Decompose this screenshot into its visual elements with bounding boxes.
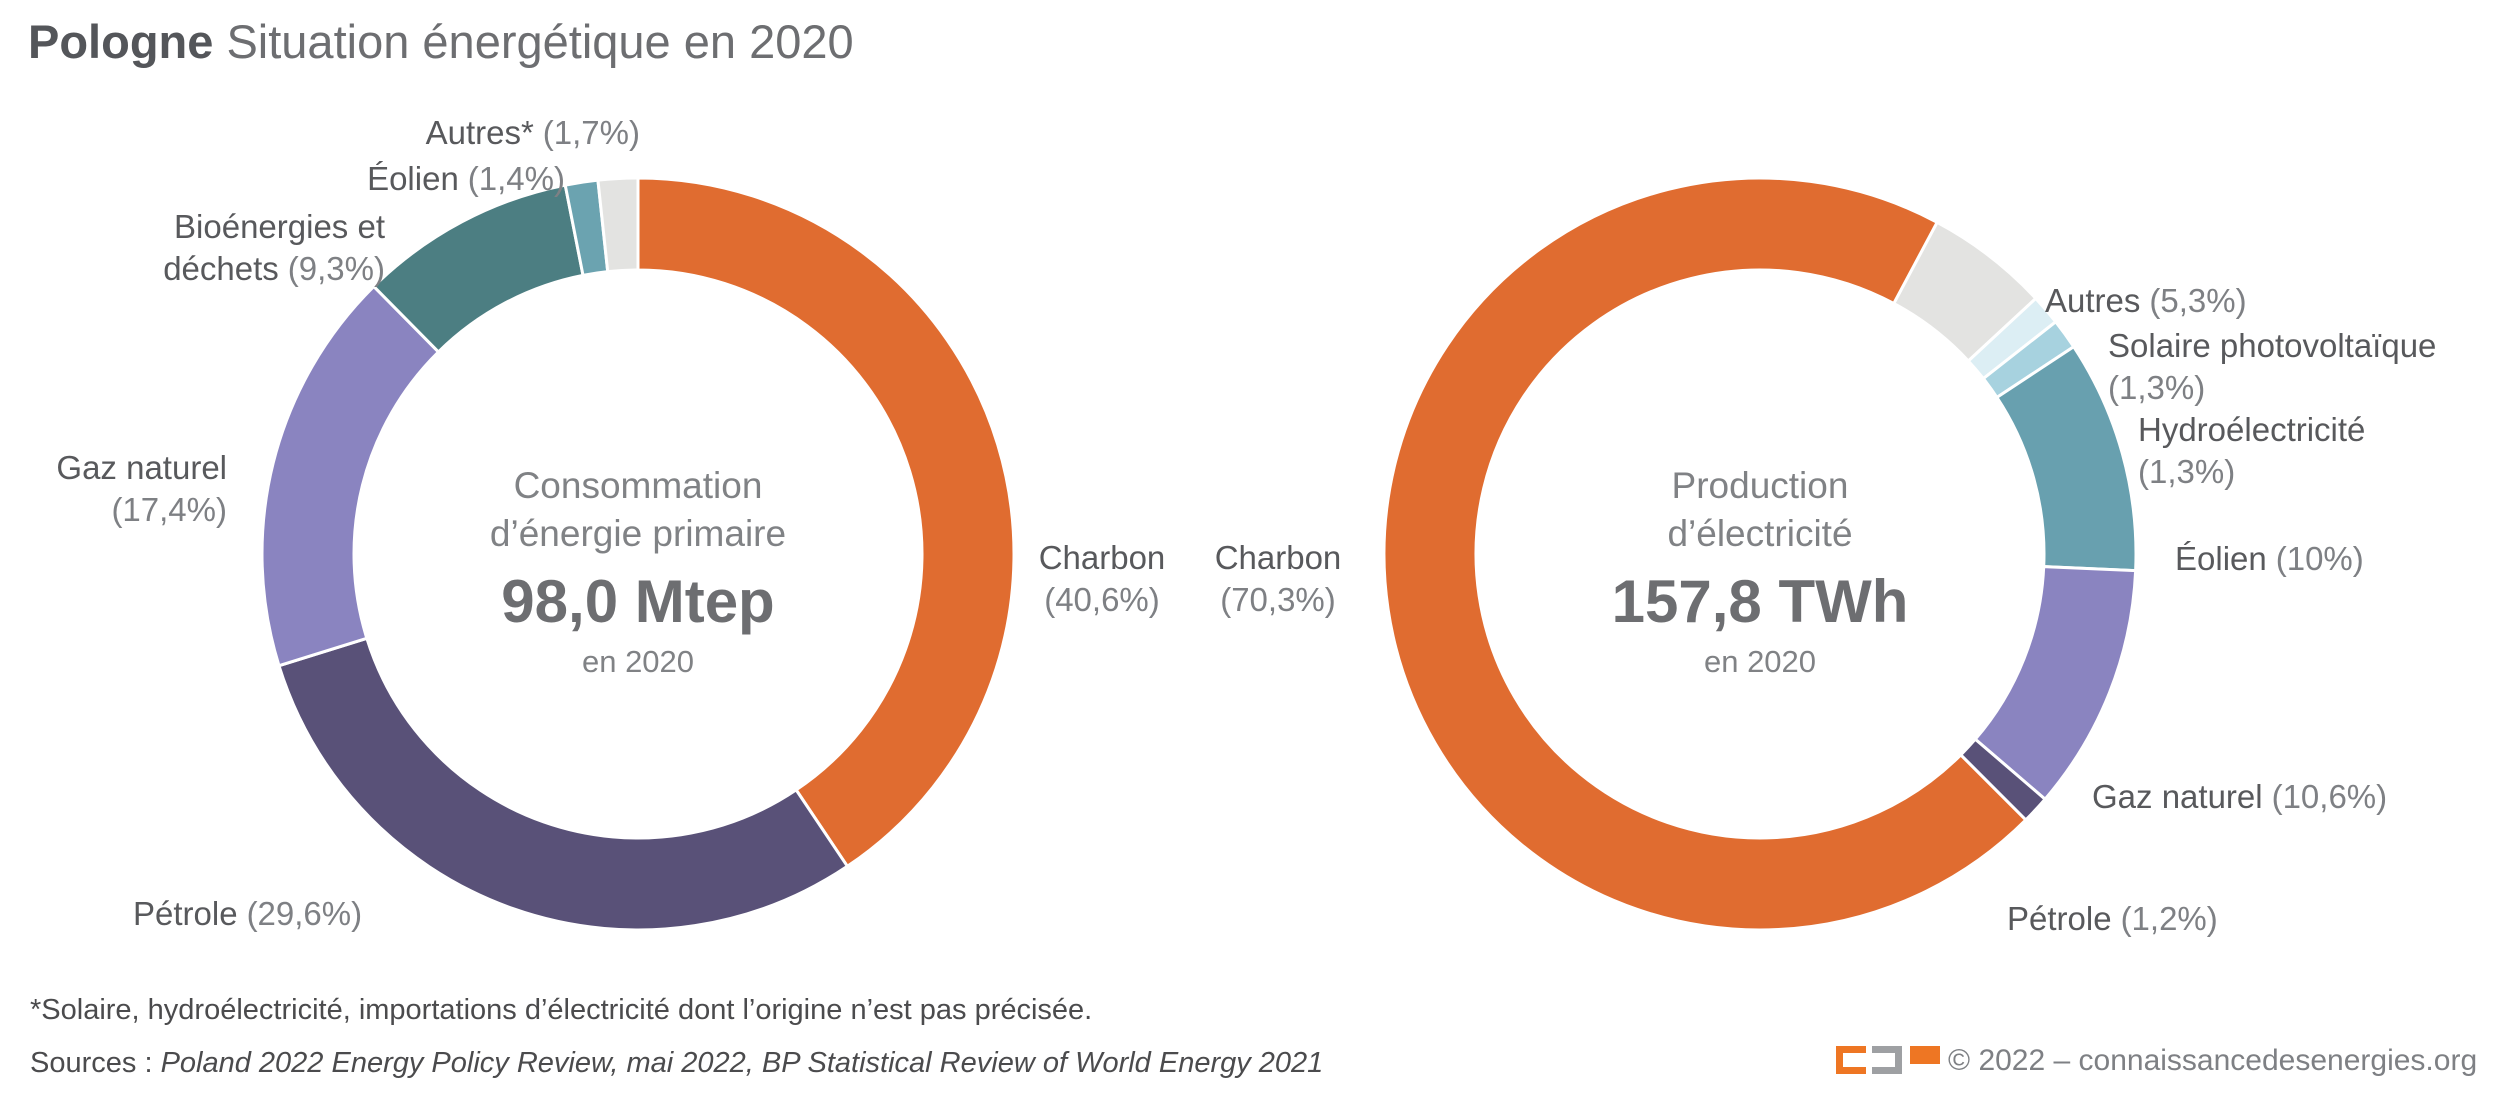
label-primary-petrole: Pétrole (29,6%) xyxy=(133,893,362,935)
label-pct: (1,2%) xyxy=(2120,900,2218,937)
electricity-title-line1: Production xyxy=(1671,465,1849,506)
label-pct: (1,4%) xyxy=(467,160,565,197)
logo-bar xyxy=(1910,1052,1940,1058)
label-text: déchets xyxy=(163,250,279,287)
footnote: *Solaire, hydroélectricité, importations… xyxy=(30,994,1093,1026)
electricity-center-label: Production d’électricité 157,8 TWh en 20… xyxy=(1520,462,2000,682)
label-text: Charbon xyxy=(1214,539,1342,576)
logo-bar xyxy=(1910,1058,1940,1064)
primary-energy-title-line2: d’énergie primaire xyxy=(489,513,787,554)
logo-close-bracket-icon xyxy=(1872,1046,1902,1074)
label-text: Pétrole xyxy=(133,895,238,932)
label-pct: (10%) xyxy=(2275,540,2364,577)
label-primary-gaz-naturel: Gaz naturel (17,4%) xyxy=(0,447,227,531)
label-pct: (5,3%) xyxy=(2149,282,2247,319)
primary-energy-total-value: 98,0 Mtep xyxy=(501,568,775,635)
segment-primary-energy-charbon xyxy=(636,176,1016,869)
title-country: Pologne xyxy=(28,15,214,68)
logo-bars-icon xyxy=(1910,1046,1940,1074)
page-title: Pologne Situation énergétique en 2020 xyxy=(28,14,854,70)
label-electricity-autres: Autres (5,3%) xyxy=(2045,280,2247,322)
label-primary-bioenergies: Bioénergies et déchets (9,3%) xyxy=(85,206,385,290)
primary-energy-year: en 2020 xyxy=(581,644,695,679)
donut-chart-electricity-production xyxy=(1382,176,2138,932)
label-pct: (40,6%) xyxy=(1044,581,1160,618)
label-pct: (10,6%) xyxy=(2271,778,2388,815)
label-primary-charbon: Charbon (40,6%) xyxy=(1022,537,1182,621)
label-text: Hydroélectricité xyxy=(2138,411,2366,448)
donut-chart-primary-energy xyxy=(260,176,1016,932)
label-electricity-petrole: Pétrole (1,2%) xyxy=(2007,898,2218,940)
label-primary-autres: Autres* (1,7%) xyxy=(290,112,640,154)
label-pct: (17,4%) xyxy=(111,491,227,528)
label-text: Gaz naturel xyxy=(56,449,227,486)
label-text: Éolien xyxy=(367,160,459,197)
label-pct: (1,3%) xyxy=(2138,453,2236,490)
sources-prefix: Sources : xyxy=(30,1047,161,1079)
logo-open-bracket-icon xyxy=(1836,1046,1866,1074)
label-electricity-gaz-naturel: Gaz naturel (10,6%) xyxy=(2092,776,2387,818)
label-text: Gaz naturel xyxy=(2092,778,2263,815)
label-electricity-charbon: Charbon (70,3%) xyxy=(1198,537,1358,621)
electricity-title-line2: d’électricité xyxy=(1667,513,1853,554)
segment-electricity-production-charbon xyxy=(1382,176,2028,932)
label-text-line2: déchets (9,3%) xyxy=(85,248,385,290)
cde-logo xyxy=(1836,1046,1940,1074)
label-text: Autres* xyxy=(425,114,534,151)
electricity-total-value: 157,8 TWh xyxy=(1611,568,1909,635)
label-text: Éolien xyxy=(2175,540,2267,577)
label-pct: (29,6%) xyxy=(246,895,363,932)
sources-references: Poland 2022 Energy Policy Review, mai 20… xyxy=(160,1047,1324,1079)
electricity-year: en 2020 xyxy=(1703,644,1817,679)
label-electricity-solaire: Solaire photovoltaïque (1,3%) xyxy=(2108,325,2436,409)
label-text-line1: Bioénergies et xyxy=(174,208,385,245)
title-subject: Situation énergétique en 2020 xyxy=(213,15,854,68)
label-electricity-eolien: Éolien (10%) xyxy=(2175,538,2364,580)
primary-energy-title-line1: Consommation xyxy=(513,465,763,506)
label-primary-eolien: Éolien (1,4%) xyxy=(265,158,565,200)
logo-bar xyxy=(1910,1046,1940,1052)
segment-primary-energy-pétrole xyxy=(277,636,850,932)
label-electricity-hydro: Hydroélectricité (1,3%) xyxy=(2138,409,2365,493)
sources-line: Sources : Poland 2022 Energy Policy Revi… xyxy=(30,1044,1323,1082)
label-pct: (1,3%) xyxy=(2108,369,2206,406)
label-text: Pétrole xyxy=(2007,900,2112,937)
primary-energy-center-label: Consommation d’énergie primaire 98,0 Mte… xyxy=(398,462,878,682)
label-text: Solaire photovoltaïque xyxy=(2108,327,2437,364)
label-text: Autres xyxy=(2045,282,2141,319)
label-pct: (9,3%) xyxy=(287,250,385,287)
label-text: Charbon xyxy=(1038,539,1166,576)
segment-primary-energy-autres- xyxy=(596,176,640,274)
label-pct: (70,3%) xyxy=(1220,581,1336,618)
copyright-credit: © 2022 – connaissancedesenergies.org xyxy=(1948,1044,2478,1077)
label-pct: (1,7%) xyxy=(542,114,640,151)
